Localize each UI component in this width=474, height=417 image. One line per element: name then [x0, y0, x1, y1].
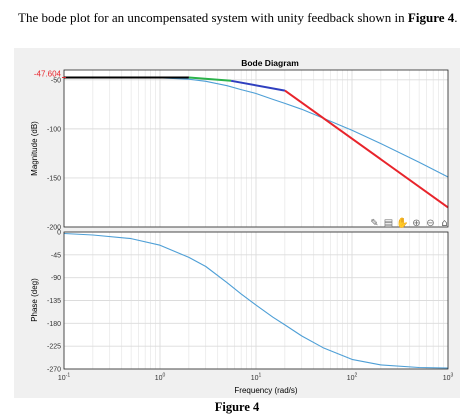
- x-tick-label: 101: [251, 373, 262, 383]
- question-text-after: .: [454, 10, 458, 25]
- series-line-curve: [63, 232, 449, 369]
- y-tick-label: 0: [57, 230, 61, 237]
- y-tick-label: -45: [51, 252, 61, 259]
- x-tick-label: 102: [347, 373, 358, 383]
- figure-caption: Figure 4: [214, 400, 260, 414]
- y-tick-label: -225: [47, 344, 61, 351]
- x-tick-label: 100: [155, 373, 166, 383]
- series-line-asymptote-blue: [230, 79, 286, 92]
- figure-reference: Figure 4: [407, 10, 455, 25]
- x-axis-label: Frequency (rad/s): [234, 386, 297, 395]
- x-tick-label: 10-1: [58, 373, 70, 383]
- series-line-asymptote-green: [188, 76, 232, 82]
- magnitude-plot: -50 -100 -150 -200 Magnitude (dB) Bode Diagra…: [30, 58, 449, 232]
- home-icon[interactable]: ⌂: [441, 218, 448, 229]
- y-tick-label: -180: [47, 321, 61, 328]
- y-tick-label: -270: [47, 367, 61, 374]
- brush-icon[interactable]: ✎: [370, 218, 379, 229]
- chart-title: Bode Diagram: [241, 58, 299, 68]
- question-text-before: The bode plot for an uncompensated syste…: [18, 10, 408, 25]
- y-tick-label: -90: [51, 275, 61, 282]
- y-tick-label: -100: [47, 126, 61, 133]
- axes-frame: [63, 69, 449, 228]
- y-axis-label: Phase (deg): [30, 278, 39, 322]
- question-text: The bode plot for an uncompensated syste…: [18, 10, 458, 26]
- y-tick-label: -150: [47, 175, 61, 182]
- y-tick-label: -200: [47, 225, 61, 232]
- zoom-in-icon[interactable]: ⊕: [412, 218, 421, 229]
- x-tick-label: 103: [443, 373, 454, 383]
- export-icon[interactable]: ▤: [383, 218, 394, 229]
- y-tick-label: -135: [47, 298, 61, 305]
- annotation-label: -47.604: [34, 69, 62, 78]
- pan-hand-icon[interactable]: ✋: [396, 218, 409, 229]
- y-tick-label: -50: [51, 77, 61, 84]
- plot-toolbar: ✎ ▤ ✋ ⊕ ⊖ ⌂: [368, 218, 451, 230]
- bode-figure: -50 -100 -150 -200 Magnitude (dB) Bode Diagra…: [14, 48, 460, 398]
- axes-frame: [63, 231, 449, 370]
- zoom-out-icon[interactable]: ⊖: [426, 218, 435, 229]
- series-line-asymptote-red: [284, 89, 449, 209]
- phase-plot: 0 -45 -90 -135 -180 -225 -270 Phase (deg) 10-1 10…: [30, 230, 454, 396]
- y-axis-label: Magnitude (dB): [30, 121, 39, 176]
